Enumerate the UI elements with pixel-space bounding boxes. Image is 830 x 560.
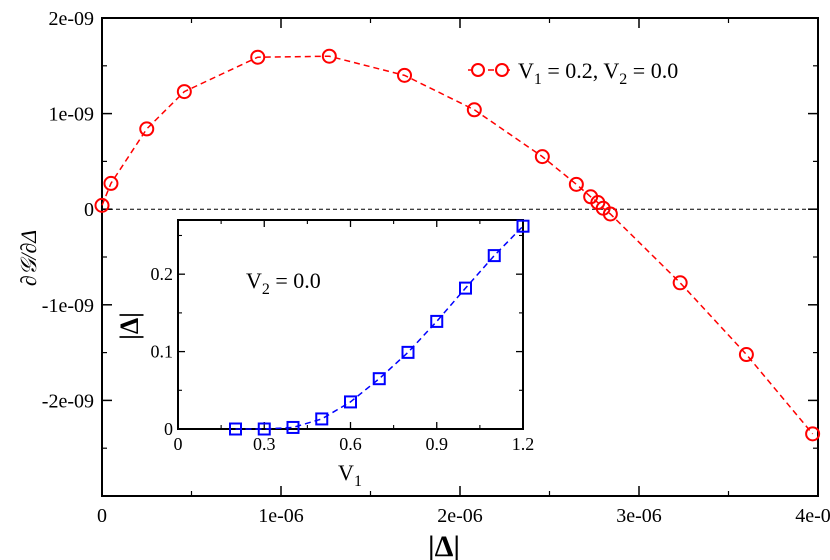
y-tick-label: 1e-09 [48, 104, 94, 126]
inset-series [229, 219, 530, 436]
inset-data-point [229, 422, 242, 436]
inset-data-point [430, 314, 444, 328]
inset-data-point [401, 345, 415, 359]
data-point [103, 175, 119, 191]
x-tick-label: 0 [97, 505, 107, 527]
inset-y-tick-label: 0.2 [151, 264, 174, 284]
inset-data-point [372, 372, 386, 386]
legend-label-sub-2: 2 [619, 71, 627, 88]
data-point [466, 102, 482, 118]
inset-annotation-rest: = 0.0 [270, 268, 321, 293]
y-tick-label: 0 [84, 199, 94, 221]
main-y-axis-title: ∂𝒢/∂Δ [16, 230, 41, 286]
inset-data-point [516, 219, 530, 233]
main-axis-ticks: 0 1e-06 2e-06 3e-06 4e-06 -2e-09 -1e-09 0 1e-09 2… [42, 8, 830, 527]
inset-data-point [315, 412, 329, 426]
inset-x-tick-label: 1.2 [512, 434, 535, 454]
legend-label-part-1: V [518, 58, 534, 83]
data-point [602, 206, 618, 222]
data-point [568, 176, 584, 192]
inset-data-point [487, 249, 501, 263]
inset-x-axis-title-main: V [338, 460, 354, 485]
inset-data-point [257, 422, 271, 436]
legend-label-part-3: = 0.0 [627, 58, 678, 83]
inset-annotation-sub: 2 [262, 281, 270, 298]
inset-axis-ticks: 0 0.3 0.6 0.9 1.2 0 0.1 0.2 [151, 220, 535, 454]
series-line [101, 55, 814, 435]
inset-x-axis-title: V1 [338, 460, 362, 490]
y-tick-label: -1e-09 [42, 295, 94, 317]
inset-data-point [286, 420, 300, 434]
legend-label-sub-1: 1 [534, 71, 542, 88]
data-point [397, 67, 413, 83]
x-tick-label: 1e-06 [258, 505, 304, 527]
inset-plot-frame [177, 219, 524, 430]
data-point [738, 347, 754, 363]
legend-marker-right [495, 63, 509, 77]
inset-y-tick-label: 0.1 [151, 342, 174, 362]
data-point [250, 49, 266, 65]
x-tick-label: 2e-06 [437, 505, 483, 527]
inset-y-tick-label: 0 [164, 419, 173, 439]
data-point [176, 84, 192, 100]
inset-annotation-main: V [246, 268, 262, 293]
inset-x-tick-label: 0.3 [253, 434, 276, 454]
x-tick-label: 4e-06 [795, 505, 830, 527]
inset-x-tick-label: 0.9 [426, 434, 449, 454]
legend-marker-left [471, 63, 485, 77]
inset-x-tick-label: 0 [174, 434, 183, 454]
data-point [321, 48, 337, 64]
inset-x-axis-title-sub: 1 [354, 473, 362, 490]
inset-y-axis-title: |Δ| [115, 312, 144, 340]
x-tick-label: 3e-06 [616, 505, 662, 527]
y-tick-label: 2e-09 [48, 8, 94, 30]
data-point [139, 121, 155, 137]
legend: V1 = 0.2, V2 = 0.0 [468, 58, 678, 88]
main-x-axis-title: |Δ| [428, 530, 460, 560]
inset-annotation: V2 = 0.0 [246, 268, 321, 298]
inset-x-tick-label: 0.6 [339, 434, 362, 454]
data-point [672, 275, 688, 291]
inset-data-point [344, 395, 357, 409]
inset-data-point [459, 281, 472, 295]
y-tick-label: -2e-09 [42, 390, 94, 412]
data-point [94, 197, 110, 213]
data-point [805, 426, 821, 442]
data-point [534, 149, 550, 165]
legend-label-part-2: = 0.2, V [542, 58, 620, 83]
legend-label: V1 = 0.2, V2 = 0.0 [518, 58, 678, 88]
main-series [94, 48, 821, 442]
